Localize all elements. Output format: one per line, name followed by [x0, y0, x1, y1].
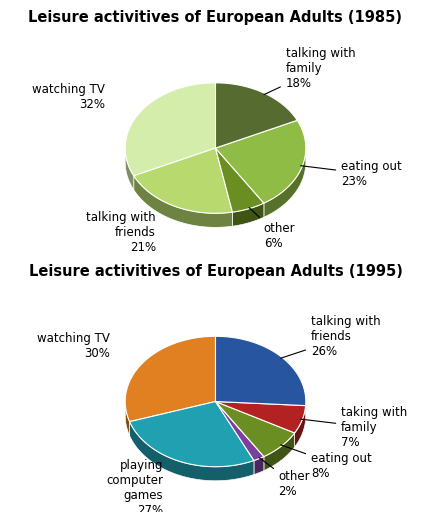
Polygon shape	[232, 203, 263, 226]
Text: other
2%: other 2%	[258, 458, 310, 498]
Polygon shape	[125, 336, 215, 422]
Polygon shape	[215, 148, 263, 212]
Polygon shape	[263, 148, 305, 217]
Polygon shape	[253, 457, 263, 475]
Text: watching TV
30%: watching TV 30%	[37, 332, 109, 360]
Polygon shape	[133, 176, 232, 227]
Polygon shape	[215, 401, 294, 457]
Polygon shape	[129, 401, 253, 467]
Text: Leisure activitives of European Adults (1985): Leisure activitives of European Adults (…	[28, 10, 402, 25]
Text: Leisure activitives of European Adults (1995): Leisure activitives of European Adults (…	[28, 264, 402, 279]
Polygon shape	[215, 120, 305, 203]
Polygon shape	[125, 83, 215, 176]
Text: playing
computer
games
27%: playing computer games 27%	[106, 459, 163, 512]
Text: watching TV
32%: watching TV 32%	[32, 83, 104, 112]
Polygon shape	[263, 433, 294, 471]
Polygon shape	[215, 401, 305, 433]
Text: eating out
23%: eating out 23%	[300, 160, 401, 188]
Polygon shape	[215, 336, 305, 406]
Polygon shape	[133, 148, 232, 214]
Polygon shape	[125, 405, 129, 436]
Text: taking with
family
7%: taking with family 7%	[300, 407, 406, 450]
Text: talking with
friends
21%: talking with friends 21%	[86, 211, 156, 254]
Text: talking with
friends
26%: talking with friends 26%	[280, 315, 380, 358]
Polygon shape	[294, 406, 305, 447]
Polygon shape	[215, 401, 263, 460]
Polygon shape	[125, 150, 133, 190]
Text: other
6%: other 6%	[249, 207, 295, 250]
Text: eating out
8%: eating out 8%	[280, 445, 371, 480]
Polygon shape	[215, 83, 297, 148]
Polygon shape	[129, 422, 253, 481]
Text: talking with
family
18%: talking with family 18%	[264, 47, 354, 95]
